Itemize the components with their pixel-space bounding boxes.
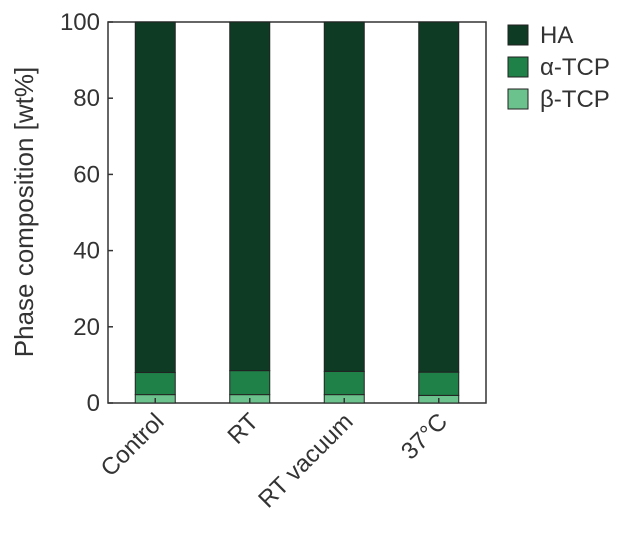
legend-label: HA [540,22,573,49]
y-tick-label: 60 [73,161,100,188]
y-tick-label: 40 [73,238,100,265]
legend-swatch [507,24,529,46]
plot-frame [107,21,487,404]
bar-segment [323,370,365,396]
bar-segment [418,21,460,373]
legend-label: α-TCP [540,54,610,81]
bar-segment [418,371,460,396]
bar-segment [229,21,271,372]
bars [134,21,460,404]
y-axis-label: Phase composition [wt%] [9,67,39,357]
legend: HA α-TCP β-TCP [507,22,610,113]
legend-swatch [507,56,529,78]
legend-label: β-TCP [540,86,610,113]
x-tick-label: RT [223,408,265,450]
y-tick-label: 100 [60,9,100,36]
bar-segment [229,370,271,396]
x-tick-label: RT vacuum [253,408,358,513]
y-tick-label: 80 [73,85,100,112]
x-tick-label: 37°C [396,408,453,465]
legend-swatch [507,88,529,110]
y-tick-label: 0 [87,390,100,417]
bar-segment [323,21,365,372]
bar-segment [134,21,176,374]
x-tick-label: Control [96,408,170,482]
y-ticks: 0 20 40 60 80 100 [60,9,113,417]
bar-segment [134,372,176,396]
y-tick-label: 20 [73,314,100,341]
